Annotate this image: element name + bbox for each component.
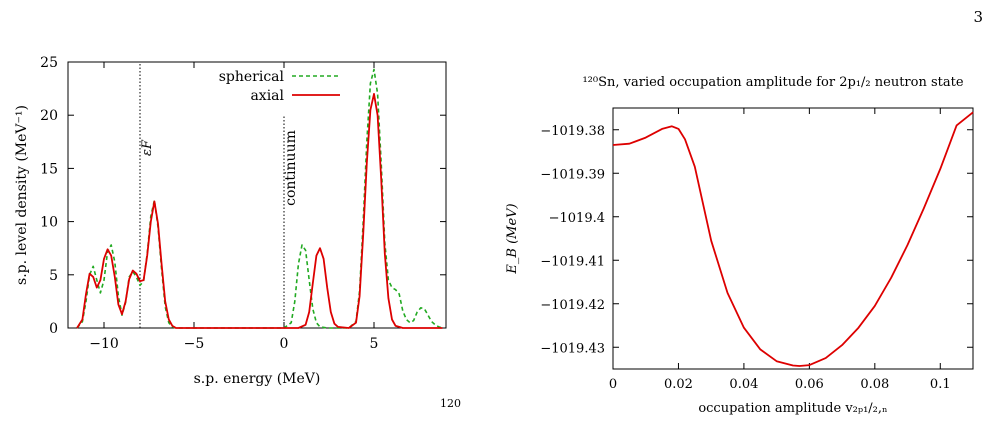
left-y-tick-label: 20 [40, 108, 58, 124]
right-y-tick-label: −1019.41 [540, 254, 605, 269]
left-y-tick-label: 15 [40, 161, 58, 177]
legend-label-spherical: spherical [219, 69, 285, 85]
legend-label-axial: axial [250, 88, 284, 104]
series-line-axial [76, 93, 443, 329]
left-x-axis-label: s.p. energy (MeV) [194, 371, 321, 387]
right-x-axis-label: occupation amplitude v₂ₚ₁/₂,ₙ [698, 401, 887, 416]
left-annotation-label-1: continuum [283, 130, 299, 206]
caption-fragment: 120 [440, 397, 461, 410]
right-plot-frame [612, 107, 974, 370]
left-y-tick-label: 25 [40, 55, 58, 71]
right-chart-title: ¹²⁰Sn, varied occupation amplitude for 2… [582, 75, 963, 90]
right-x-tick-label: 0 [609, 377, 617, 392]
series-line-spherical [76, 68, 443, 329]
right-x-tick-label: 0.04 [729, 377, 758, 392]
right-x-tick-label: 0.06 [795, 377, 824, 392]
page-number: 3 [973, 8, 983, 26]
left-y-tick-label: 10 [40, 215, 58, 231]
right-y-tick-label: −1019.42 [540, 298, 605, 313]
left-y-axis-label: s.p. level density (MeV⁻¹) [14, 105, 30, 285]
right-y-tick-label: −1019.4 [549, 211, 605, 226]
left-x-tick-label: 5 [370, 336, 379, 352]
right-y-tick-label: −1019.39 [540, 167, 605, 182]
left-x-tick-label: −5 [184, 336, 205, 352]
left-x-tick-label: 0 [280, 336, 289, 352]
right-y-tick-label: −1019.38 [540, 124, 605, 139]
right-x-tick-label: 0.02 [664, 377, 693, 392]
left-x-tick-label: −10 [89, 336, 119, 352]
series-line-binding-energy [612, 111, 974, 367]
left-y-tick-label: 0 [49, 321, 58, 337]
left-y-tick-label: 5 [49, 268, 58, 284]
right-x-tick-label: 0.08 [860, 377, 889, 392]
right-x-tick-label: 0.1 [930, 377, 951, 392]
right-y-tick-label: −1019.43 [540, 341, 605, 356]
left-annotation-label-0: εF [140, 139, 155, 156]
right-y-axis-label: E_B (MeV) [505, 203, 520, 274]
